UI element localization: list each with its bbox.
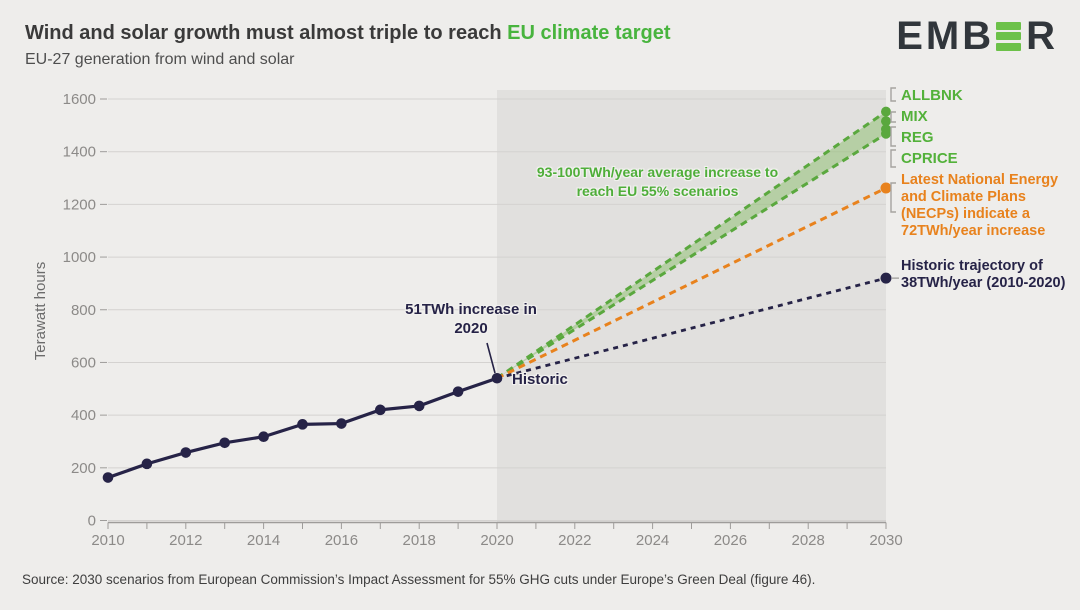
annotation-historic-point: Historic [512, 371, 568, 388]
annotation-scenario-increase: 93-100TWh/year average increase to reach… [536, 164, 779, 199]
x-tick-label: 2014 [247, 532, 280, 549]
x-tick-label: 2020 [480, 532, 513, 549]
y-tick-label: 1000 [63, 249, 96, 266]
historic-point [297, 419, 308, 430]
necp-dot [880, 182, 892, 194]
scenario-label-cprice: CPRICE [901, 150, 958, 167]
annotation-pointer-line [486, 342, 496, 374]
x-tick-label: 2022 [558, 532, 591, 549]
historic-point [102, 472, 114, 483]
y-axis-title: Terawatt hours [32, 262, 49, 360]
y-tick-label: 200 [71, 460, 96, 477]
y-tick-label: 800 [71, 302, 96, 319]
label-bracket [890, 126, 896, 147]
title-main: Wind and solar growth must almost triple… [25, 22, 508, 44]
x-tick-label: 2016 [325, 532, 358, 549]
label-bracket [890, 87, 896, 102]
historic-point [413, 400, 425, 412]
y-tick-label: 0 [88, 513, 96, 530]
logo-text-r: R [1026, 14, 1058, 58]
scenario-label-mix: MIX [901, 108, 928, 125]
historic-trajectory-line [496, 276, 887, 380]
annotation-historic-trajectory-note: Historic trajectory of 38TWh/year (2010-… [901, 258, 1066, 291]
title-highlight: EU climate target [507, 22, 671, 44]
necp-line [496, 186, 887, 380]
historic-point [141, 458, 153, 470]
y-tick-label: 1400 [63, 144, 96, 161]
label-bracket [890, 111, 896, 123]
x-tick-label: 2010 [91, 532, 124, 549]
x-tick-label: 2024 [636, 532, 669, 549]
y-tick-label: 1600 [63, 91, 96, 108]
x-tick-label: 2018 [403, 532, 436, 549]
logo-text-emb: EMB [896, 14, 995, 58]
y-tick-label: 1200 [63, 196, 96, 213]
forecast-region [497, 90, 886, 523]
annotation-51twh-increase: 51TWh increase in 2020 [405, 301, 537, 337]
scenario-dot-allbnk [881, 106, 891, 117]
scenario-dot-cprice [881, 128, 891, 139]
historic-point [452, 386, 464, 397]
x-tick-label: 2028 [792, 532, 825, 549]
historic-point [180, 447, 192, 458]
scenario-band-top-line [496, 110, 887, 380]
historic-point [258, 431, 269, 443]
historic-trajectory-dot [880, 272, 892, 284]
ember-logo-green-e-icon [996, 21, 1022, 51]
scenario-band-bottom-line [496, 132, 887, 380]
historic-point [219, 437, 230, 449]
scenario-dot-mix [881, 116, 891, 127]
historic-point [336, 418, 347, 429]
historic-point [375, 404, 386, 416]
historic-point [491, 372, 503, 384]
x-tick-label: 2030 [869, 532, 902, 549]
label-bracket [890, 149, 896, 168]
source-line: Source: 2030 scenarios from European Com… [22, 572, 816, 587]
scenario-label-reg: REG [901, 129, 934, 146]
page-subtitle: EU-27 generation from wind and solar [25, 51, 295, 68]
y-tick-label: 600 [71, 354, 96, 371]
label-bracket [890, 182, 896, 213]
page-title: Wind and solar growth must almost triple… [25, 22, 671, 45]
scenario-label-allbnk: ALLBNK [901, 87, 963, 104]
x-tick-label: 2026 [714, 532, 747, 549]
ember-logo: EMB R [896, 16, 1058, 56]
y-tick-label: 400 [71, 407, 96, 424]
annotation-necp-note: Latest National Energy and Climate Plans… [901, 172, 1059, 239]
x-tick-label: 2012 [169, 532, 202, 549]
